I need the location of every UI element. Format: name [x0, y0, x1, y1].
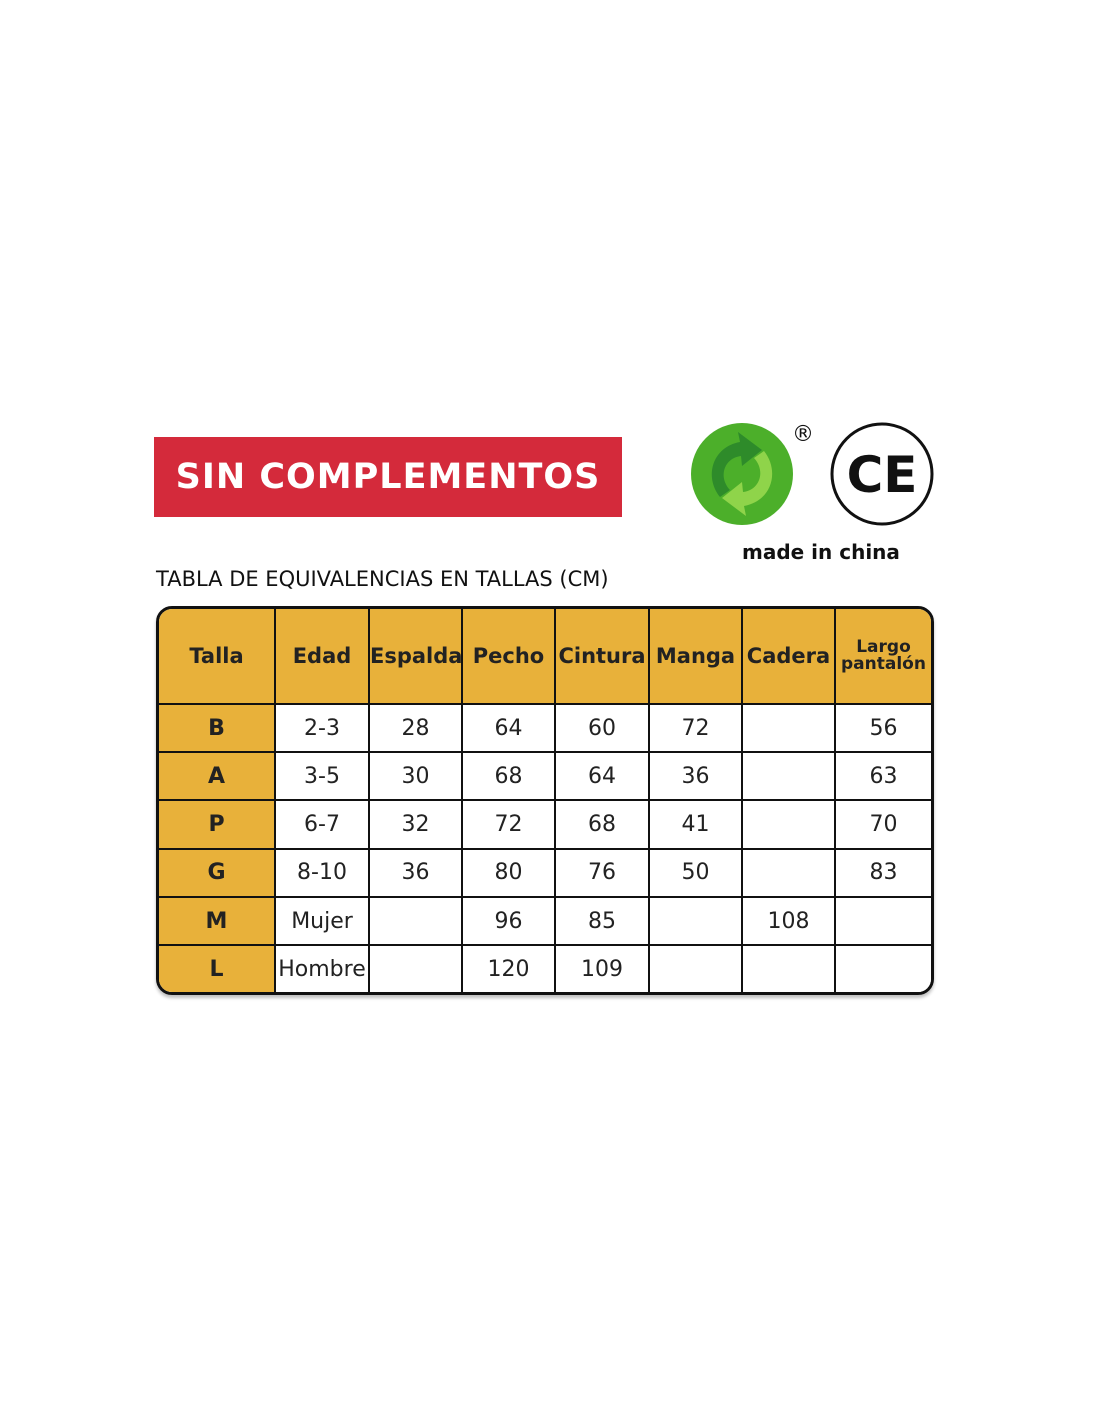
value-cell: [741, 799, 836, 850]
value-cell: 36: [368, 847, 463, 899]
table-title: TABLA DE EQUIVALENCIAS EN TALLAS (CM): [156, 567, 609, 591]
size-cell: P: [159, 799, 276, 850]
value-cell: 96: [461, 896, 556, 947]
value-cell: [741, 702, 836, 754]
green-dot-recycling-icon: [691, 423, 793, 525]
value-cell: 56: [834, 702, 931, 754]
svg-text:CE: CE: [847, 446, 918, 504]
value-cell: 76: [554, 847, 650, 899]
banner-label: SIN COMPLEMENTOS: [175, 457, 601, 497]
header-edad: Edad: [274, 609, 370, 705]
value-cell: 63: [834, 751, 931, 802]
value-cell: 32: [368, 799, 463, 850]
size-cell: G: [159, 847, 276, 899]
header-espalda: Espalda: [368, 609, 463, 705]
value-cell: 72: [461, 799, 556, 850]
header-largo-pantalon: Largo pantalón: [834, 609, 931, 705]
header-pecho: Pecho: [461, 609, 556, 705]
table-row: A 3-5 30 68 64 36 63: [159, 751, 931, 802]
header-talla: Talla: [159, 609, 276, 705]
header-cadera: Cadera: [741, 609, 836, 705]
size-cell: A: [159, 751, 276, 802]
value-cell: 68: [554, 799, 650, 850]
table-row: M Mujer 96 85 108: [159, 896, 931, 947]
value-cell: 30: [368, 751, 463, 802]
value-cell: 80: [461, 847, 556, 899]
size-table: Talla Edad Espalda Pecho Cintura Manga C…: [156, 606, 934, 995]
value-cell: 64: [461, 702, 556, 754]
value-cell: 85: [554, 896, 650, 947]
header-manga: Manga: [648, 609, 743, 705]
table-row: G 8-10 36 80 76 50 83: [159, 847, 931, 899]
value-cell: 41: [648, 799, 743, 850]
value-cell: [834, 944, 931, 992]
value-cell: [741, 944, 836, 992]
value-cell: 8-10: [274, 847, 370, 899]
size-cell: B: [159, 702, 276, 754]
value-cell: 60: [554, 702, 650, 754]
value-cell: 3-5: [274, 751, 370, 802]
value-cell: 108: [741, 896, 836, 947]
value-cell: [368, 944, 463, 992]
value-cell: 36: [648, 751, 743, 802]
table-row: L Hombre 120 109: [159, 944, 931, 992]
value-cell: [741, 847, 836, 899]
table-header-row: Talla Edad Espalda Pecho Cintura Manga C…: [159, 609, 931, 705]
value-cell: 109: [554, 944, 650, 992]
registered-mark: ®: [792, 422, 814, 447]
value-cell: [648, 944, 743, 992]
value-cell: [834, 896, 931, 947]
size-cell: L: [159, 944, 276, 992]
value-cell: 2-3: [274, 702, 370, 754]
value-cell: 70: [834, 799, 931, 850]
value-cell: 120: [461, 944, 556, 992]
sin-complementos-banner: SIN COMPLEMENTOS: [154, 437, 622, 517]
value-cell: Hombre: [274, 944, 370, 992]
value-cell: 28: [368, 702, 463, 754]
value-cell: 6-7: [274, 799, 370, 850]
value-cell: 68: [461, 751, 556, 802]
value-cell: Mujer: [274, 896, 370, 947]
value-cell: [741, 751, 836, 802]
value-cell: [368, 896, 463, 947]
size-cell: M: [159, 896, 276, 947]
header-cintura: Cintura: [554, 609, 650, 705]
made-in-china-label: made in china: [742, 540, 900, 564]
value-cell: 72: [648, 702, 743, 754]
value-cell: 64: [554, 751, 650, 802]
ce-mark-icon: CE: [830, 422, 934, 526]
value-cell: 50: [648, 847, 743, 899]
table-row: P 6-7 32 72 68 41 70: [159, 799, 931, 850]
table-row: B 2-3 28 64 60 72 56: [159, 702, 931, 754]
value-cell: 83: [834, 847, 931, 899]
value-cell: [648, 896, 743, 947]
